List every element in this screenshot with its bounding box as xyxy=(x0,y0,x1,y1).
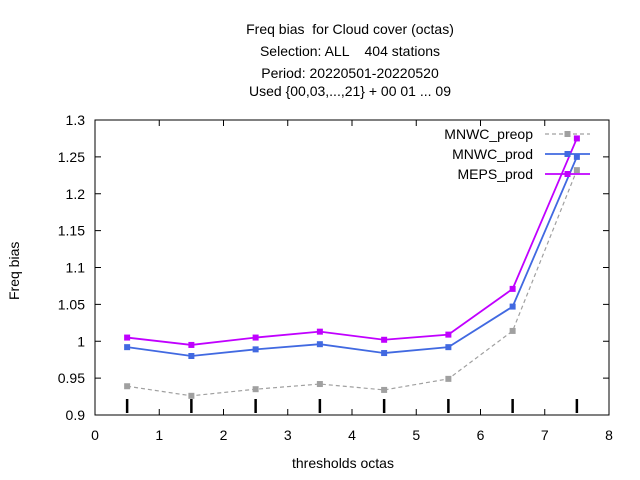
plot-frame xyxy=(94,119,610,416)
y-tick-label: 1 xyxy=(77,333,85,349)
legend-marker-meps-prod xyxy=(564,171,571,177)
data-point-mnwc-preop xyxy=(252,386,259,393)
x-tick-label: 2 xyxy=(220,427,228,443)
legend-label-mnwc-prod: MNWC_prod xyxy=(452,146,533,162)
y-tick-label: 1.2 xyxy=(66,186,86,202)
data-point-meps-prod xyxy=(445,331,452,338)
series-meps-prod xyxy=(124,135,580,348)
x-tick-label: 7 xyxy=(541,427,549,443)
data-point-mnwc-preop xyxy=(381,386,388,393)
data-point-mnwc-prod xyxy=(252,346,259,353)
x-tick-label: 4 xyxy=(348,427,356,443)
series-mnwc-prod xyxy=(124,153,580,359)
series-layer xyxy=(124,135,580,399)
data-point-meps-prod xyxy=(252,334,259,341)
legend-label-meps-prod: MEPS_prod xyxy=(458,166,533,182)
y-tick-label: 1.15 xyxy=(58,223,85,239)
y-tick-label: 0.95 xyxy=(58,370,85,386)
y-tick-label: 1.1 xyxy=(66,260,86,276)
data-point-meps-prod xyxy=(188,341,195,348)
chart-title-line-1: Freq bias for Cloud cover (octas) xyxy=(246,21,454,37)
chart-title-line-2: Selection: ALL 404 stations xyxy=(259,43,441,59)
series-line-meps-prod xyxy=(127,138,578,346)
data-point-mnwc-preop xyxy=(445,375,452,382)
legend-marker-mnwc-prod xyxy=(564,151,571,157)
data-point-mnwc-prod xyxy=(188,353,195,359)
x-tick-label: 3 xyxy=(284,427,292,443)
data-point-mnwc-preop xyxy=(573,167,580,174)
data-point-meps-prod xyxy=(573,135,580,142)
y-axis-label: Freq bias xyxy=(6,241,22,300)
y-tick-label: 1.3 xyxy=(66,112,86,128)
data-point-mnwc-prod xyxy=(381,350,388,357)
x-axis-label: thresholds octas xyxy=(292,455,394,471)
series-mnwc-preop xyxy=(124,167,580,399)
data-point-mnwc-prod xyxy=(316,341,323,348)
y-tick-label: 0.9 xyxy=(66,407,86,423)
data-point-mnwc-preop xyxy=(188,392,195,399)
legend-marker-mnwc-preop xyxy=(564,131,571,137)
x-tick-label: 1 xyxy=(155,427,163,443)
series-line-mnwc-prod xyxy=(127,156,578,357)
chart-title-line-3: Period: 20220501-20220520 xyxy=(261,65,439,81)
x-tick-label: 8 xyxy=(605,427,613,443)
data-point-mnwc-prod xyxy=(445,344,452,351)
data-point-meps-prod xyxy=(509,285,516,292)
series-line-mnwc-preop xyxy=(127,169,578,397)
chart-title-line-4: Used {00,03,...,21} + 00 01 ... 09 xyxy=(249,83,451,99)
data-point-mnwc-prod xyxy=(509,303,516,310)
legend-label-mnwc-preop: MNWC_preop xyxy=(444,126,533,142)
y-tick-label: 1.05 xyxy=(58,296,85,312)
axis-ticks: 0 1 2 3 4 5 6 7 8 0.9 0.95 1 1.05 1.1 1.15 1.2 1.25 1.3 xyxy=(58,112,613,443)
data-point-mnwc-prod xyxy=(124,344,131,351)
data-point-mnwc-preop xyxy=(316,381,323,388)
data-point-meps-prod xyxy=(381,336,388,343)
data-point-mnwc-prod xyxy=(573,153,580,160)
legend: MNWC_preop MNWC_prod MEPS_prod xyxy=(444,126,590,182)
x-tick-label: 0 xyxy=(91,427,99,443)
data-point-meps-prod xyxy=(316,328,323,335)
x-tick-label: 5 xyxy=(412,427,420,443)
y-tick-label: 1.25 xyxy=(58,149,85,165)
data-point-mnwc-preop xyxy=(509,327,516,334)
x-tick-label: 6 xyxy=(477,427,485,443)
data-point-mnwc-preop xyxy=(124,383,131,390)
data-point-meps-prod xyxy=(124,334,131,341)
